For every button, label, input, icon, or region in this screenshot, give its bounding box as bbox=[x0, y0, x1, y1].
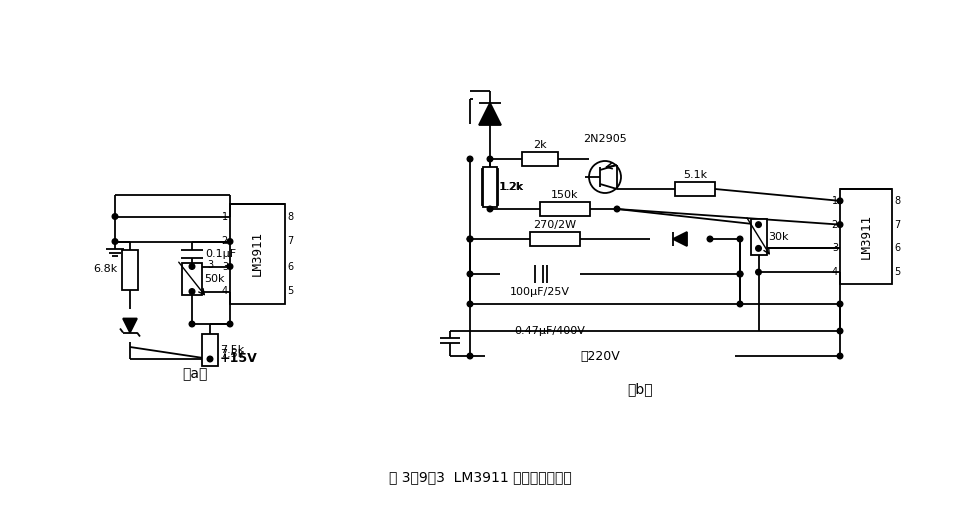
Text: 8: 8 bbox=[894, 196, 900, 206]
Bar bbox=[230, 204, 285, 304]
Polygon shape bbox=[673, 232, 687, 246]
Circle shape bbox=[756, 269, 761, 275]
Text: 5: 5 bbox=[894, 267, 900, 277]
Text: 30k: 30k bbox=[769, 231, 789, 241]
Text: 100μF/25V: 100μF/25V bbox=[510, 287, 570, 297]
Circle shape bbox=[837, 301, 843, 307]
Circle shape bbox=[837, 353, 843, 359]
Circle shape bbox=[708, 236, 712, 242]
Circle shape bbox=[468, 156, 472, 162]
Text: 2N2905: 2N2905 bbox=[583, 134, 627, 144]
Circle shape bbox=[189, 264, 195, 269]
Circle shape bbox=[468, 353, 472, 359]
Text: 2: 2 bbox=[831, 220, 838, 229]
Text: （a）: （a） bbox=[182, 367, 207, 381]
Circle shape bbox=[189, 289, 195, 294]
Text: 3: 3 bbox=[832, 243, 838, 253]
Text: 1.2k: 1.2k bbox=[500, 182, 524, 192]
Text: 4: 4 bbox=[832, 267, 838, 277]
Bar bbox=[182, 263, 202, 295]
Text: LM3911: LM3911 bbox=[251, 231, 264, 277]
Text: +15V: +15V bbox=[220, 352, 257, 365]
Bar bbox=[482, 169, 498, 205]
Text: 7: 7 bbox=[287, 237, 293, 247]
Text: 7.5k: 7.5k bbox=[220, 349, 244, 359]
Text: 150k: 150k bbox=[551, 190, 579, 200]
Bar bbox=[751, 218, 766, 254]
Circle shape bbox=[737, 236, 743, 242]
Circle shape bbox=[756, 222, 761, 227]
Bar bbox=[530, 232, 580, 246]
Text: 7.5k: 7.5k bbox=[220, 345, 244, 355]
Text: 1: 1 bbox=[832, 196, 838, 206]
Text: 0.47μF/400V: 0.47μF/400V bbox=[515, 326, 586, 336]
Bar bbox=[840, 189, 892, 284]
Circle shape bbox=[737, 271, 743, 277]
Circle shape bbox=[468, 236, 472, 242]
Circle shape bbox=[487, 156, 492, 162]
Circle shape bbox=[468, 271, 472, 277]
Circle shape bbox=[112, 214, 118, 220]
Text: 50k: 50k bbox=[204, 274, 225, 284]
Text: 2k: 2k bbox=[533, 140, 547, 150]
Text: ～220V: ～220V bbox=[580, 349, 620, 362]
Text: （b）: （b） bbox=[627, 382, 653, 396]
Circle shape bbox=[614, 206, 620, 212]
Circle shape bbox=[228, 264, 233, 269]
Text: 3: 3 bbox=[222, 262, 228, 271]
Text: 6: 6 bbox=[894, 243, 900, 253]
Circle shape bbox=[737, 301, 743, 307]
Text: 图 3－9－3  LM3911 典型应用电路图: 图 3－9－3 LM3911 典型应用电路图 bbox=[389, 470, 571, 484]
Text: 6.8k: 6.8k bbox=[94, 265, 118, 275]
Text: 5: 5 bbox=[287, 286, 293, 296]
Circle shape bbox=[228, 239, 233, 244]
Circle shape bbox=[468, 236, 472, 242]
Circle shape bbox=[837, 328, 843, 334]
Text: 270/2W: 270/2W bbox=[534, 220, 577, 230]
Circle shape bbox=[487, 206, 492, 212]
Bar bbox=[540, 202, 590, 216]
Text: 1: 1 bbox=[222, 212, 228, 222]
Text: 5.1k: 5.1k bbox=[683, 170, 708, 180]
Circle shape bbox=[756, 245, 761, 251]
Bar bbox=[675, 182, 715, 196]
Circle shape bbox=[112, 239, 118, 244]
Circle shape bbox=[468, 301, 472, 307]
Bar bbox=[483, 167, 497, 207]
Circle shape bbox=[207, 356, 213, 362]
Text: 6: 6 bbox=[287, 262, 293, 271]
Circle shape bbox=[737, 271, 743, 277]
Text: 0.1μF: 0.1μF bbox=[205, 249, 236, 259]
Text: LM3911: LM3911 bbox=[859, 214, 873, 259]
Circle shape bbox=[837, 198, 843, 203]
Text: 2: 2 bbox=[222, 237, 228, 247]
Circle shape bbox=[228, 321, 233, 327]
Text: 3: 3 bbox=[207, 260, 213, 269]
Text: 4: 4 bbox=[222, 286, 228, 296]
Text: 8: 8 bbox=[287, 212, 293, 222]
Text: 1.2k: 1.2k bbox=[499, 182, 523, 192]
Bar bbox=[122, 250, 138, 290]
Bar bbox=[202, 334, 218, 366]
Polygon shape bbox=[123, 319, 137, 333]
Bar bbox=[522, 152, 558, 166]
Polygon shape bbox=[479, 103, 501, 125]
Circle shape bbox=[837, 222, 843, 227]
Circle shape bbox=[189, 321, 195, 327]
Text: 7: 7 bbox=[894, 220, 900, 229]
Text: 1.2k: 1.2k bbox=[500, 182, 524, 192]
